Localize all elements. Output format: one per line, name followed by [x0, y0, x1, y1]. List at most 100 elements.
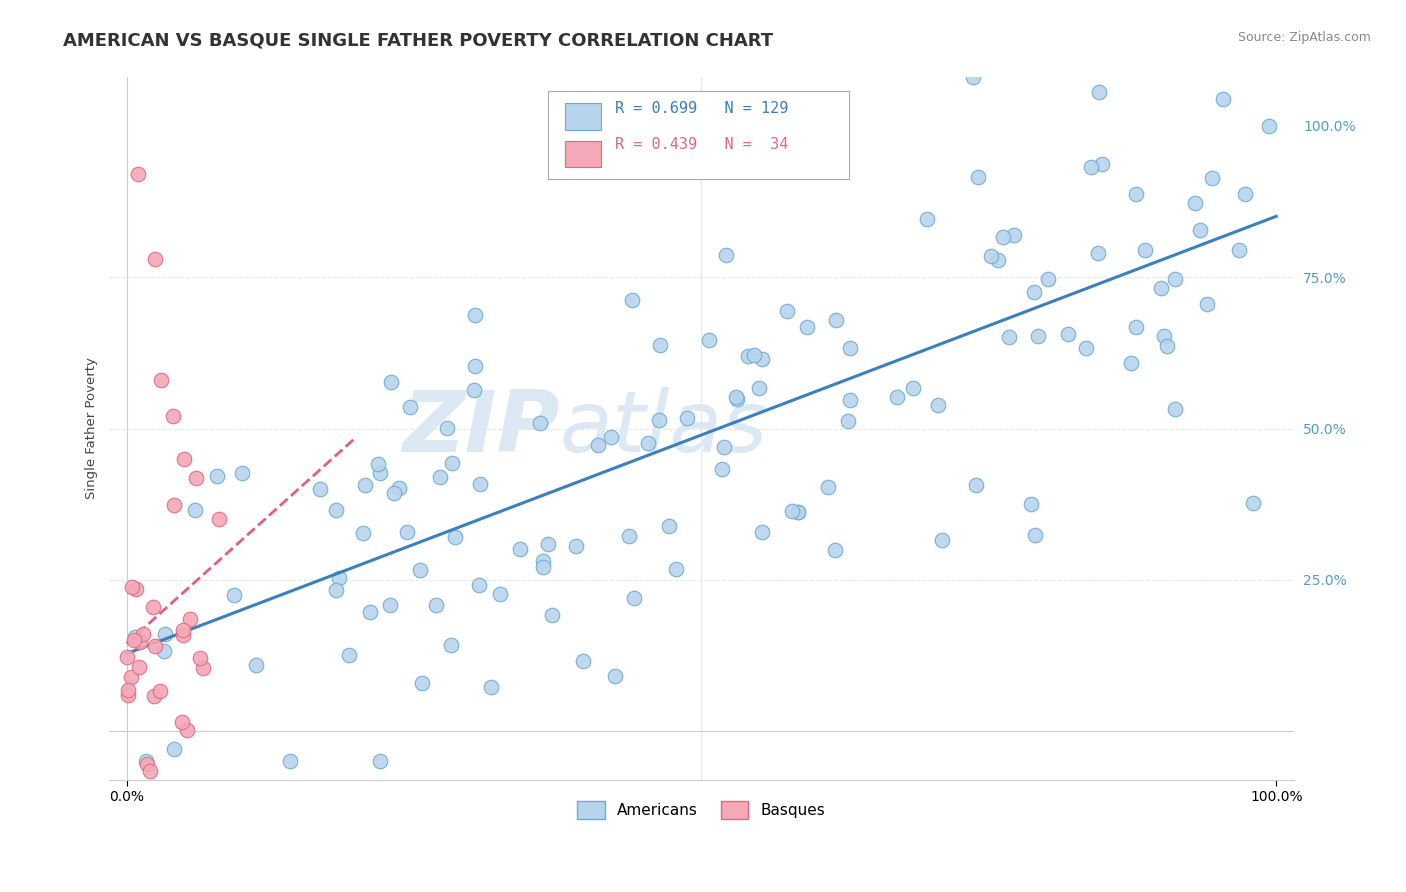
Point [436, 421, 458, 435]
Point [138, 764, 160, 778]
Point [325, 502, 347, 516]
Point [647, 412, 669, 426]
Point [143, 640, 166, 654]
Point [207, 512, 229, 526]
Text: atlas: atlas [560, 387, 768, 470]
Point [1022, 285, 1045, 300]
Point [128, 660, 150, 674]
FancyBboxPatch shape [565, 103, 600, 130]
Point [149, 684, 172, 698]
Point [380, 375, 402, 389]
Point [354, 477, 377, 491]
Point [337, 648, 360, 662]
Point [479, 680, 502, 694]
Point [1195, 297, 1218, 311]
Point [143, 689, 166, 703]
Point [124, 630, 146, 644]
Point [751, 352, 773, 367]
Point [967, 170, 990, 185]
Point [931, 533, 953, 548]
Point [179, 612, 201, 626]
Point [464, 308, 486, 322]
Point [1227, 243, 1250, 257]
Point [650, 338, 672, 352]
Point [780, 504, 803, 518]
Point [207, 469, 229, 483]
Point [129, 635, 152, 649]
Point [378, 599, 401, 613]
Point [117, 683, 139, 698]
Point [368, 466, 391, 480]
Point [1163, 401, 1185, 416]
Y-axis label: Single Father Poverty: Single Father Poverty [86, 358, 98, 500]
Point [571, 654, 593, 668]
Point [1241, 496, 1264, 510]
Point [398, 400, 420, 414]
Text: AMERICAN VS BASQUE SINGLE FATHER POVERTY CORRELATION CHART: AMERICAN VS BASQUE SINGLE FATHER POVERTY… [63, 31, 773, 49]
Point [325, 583, 347, 598]
Point [352, 526, 374, 541]
Point [531, 559, 554, 574]
Point [429, 469, 451, 483]
Point [776, 304, 799, 318]
Point [388, 481, 411, 495]
Point [824, 543, 846, 558]
Point [915, 212, 938, 227]
Text: Source: ZipAtlas.com: Source: ZipAtlas.com [1237, 31, 1371, 45]
Point [1150, 281, 1173, 295]
Point [163, 741, 186, 756]
Point [529, 416, 551, 430]
Text: ZIP: ZIP [402, 387, 560, 470]
Point [1125, 186, 1147, 201]
Point [440, 638, 463, 652]
Point [714, 248, 737, 262]
Point [839, 393, 862, 408]
Point [1028, 329, 1050, 343]
Point [965, 478, 987, 492]
Point [987, 253, 1010, 268]
Point [1076, 341, 1098, 355]
Point [184, 502, 207, 516]
Point [142, 599, 165, 614]
Point [135, 755, 157, 769]
Point [139, 785, 162, 799]
Point [153, 644, 176, 658]
Point [245, 658, 267, 673]
Point [1156, 339, 1178, 353]
Point [697, 333, 720, 347]
Point [748, 381, 770, 395]
Point [1019, 497, 1042, 511]
Point [1036, 272, 1059, 286]
Point [1133, 244, 1156, 258]
Point [837, 414, 859, 428]
Point [713, 440, 735, 454]
Point [145, 252, 167, 266]
Point [384, 486, 406, 500]
Point [1108, 58, 1130, 72]
Point [231, 466, 253, 480]
Point [191, 661, 214, 675]
Point [409, 563, 432, 577]
Point [115, 650, 138, 665]
Point [1163, 272, 1185, 286]
Point [786, 504, 808, 518]
Point [489, 587, 512, 601]
Point [751, 525, 773, 540]
Point [444, 530, 467, 544]
Point [162, 498, 184, 512]
Point [127, 167, 149, 181]
FancyBboxPatch shape [565, 141, 600, 168]
Point [309, 482, 332, 496]
Point [1184, 196, 1206, 211]
Point [122, 632, 145, 647]
Point [586, 438, 609, 452]
Point [135, 756, 157, 771]
Point [440, 456, 463, 470]
Point [540, 608, 562, 623]
Point [665, 562, 688, 576]
Point [467, 578, 489, 592]
Point [565, 539, 588, 553]
Point [711, 462, 734, 476]
Point [118, 785, 141, 799]
Point [395, 524, 418, 539]
